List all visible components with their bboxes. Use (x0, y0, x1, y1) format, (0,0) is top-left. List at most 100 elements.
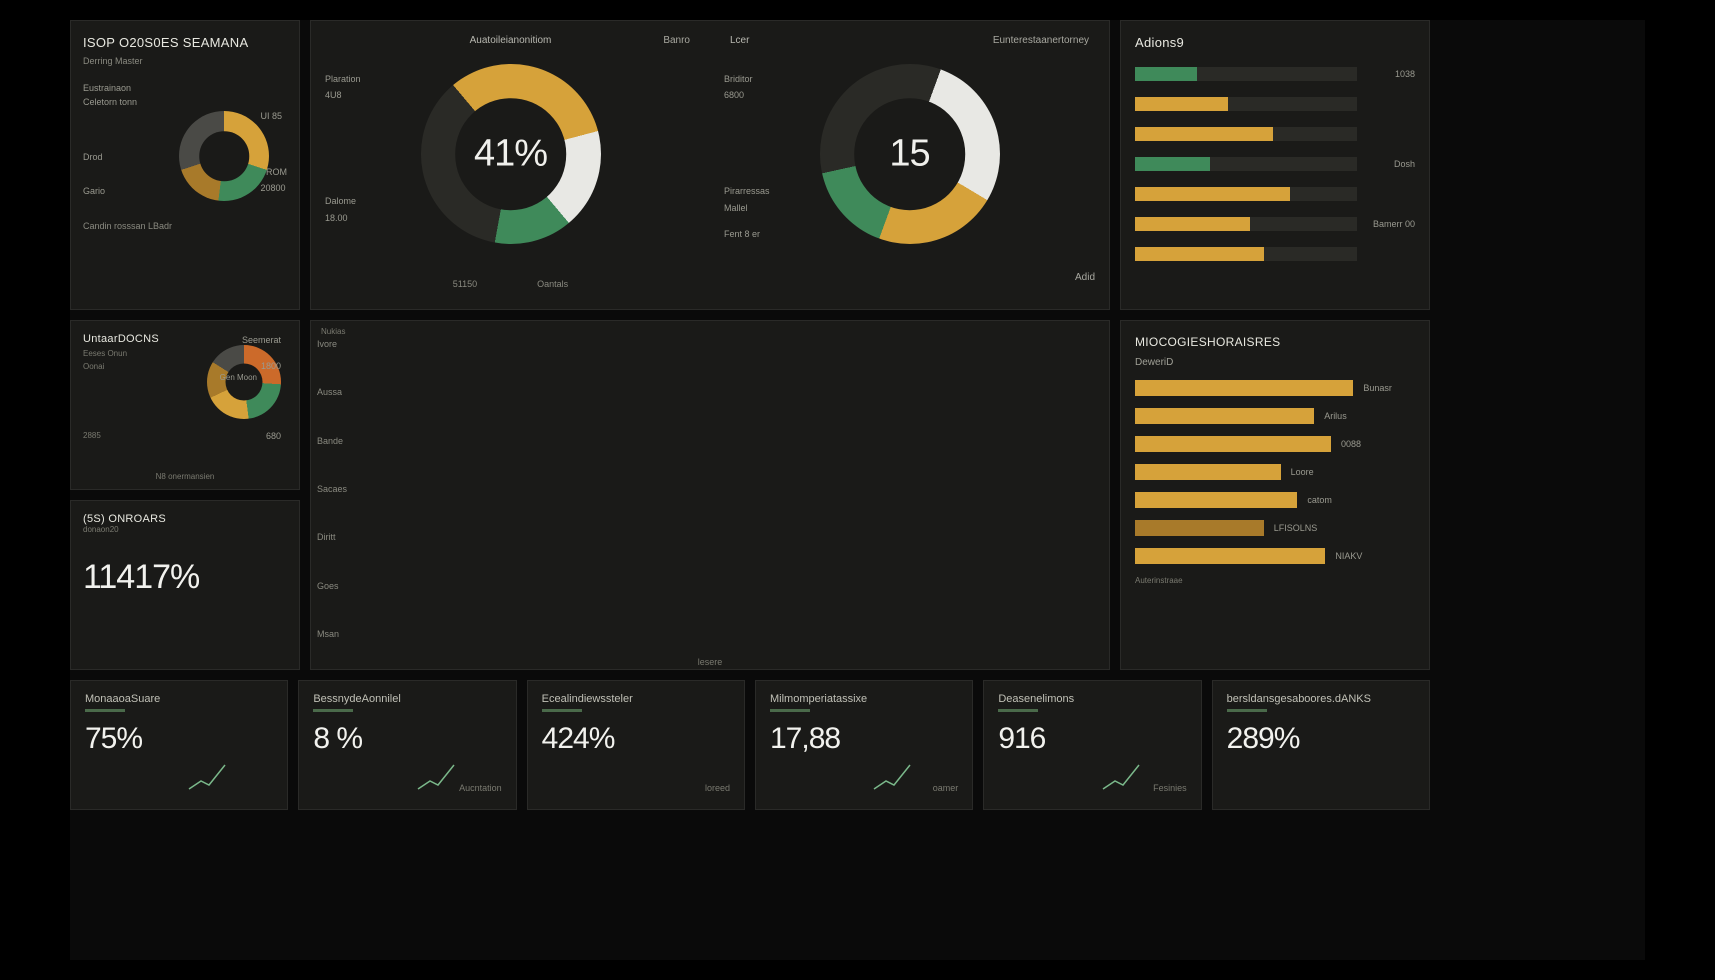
kpi-sub: Fesinies (1153, 783, 1187, 793)
mla-foot: N8 onermansien (156, 472, 215, 481)
mla-r: 680 (266, 431, 281, 441)
mc-y-labels: Ivore Aussa Bande Sacaes Diritt Goes Msan (317, 339, 363, 639)
mla-center: Gen Moon (220, 373, 257, 382)
dcl: Dalome (325, 193, 361, 209)
sparkline-icon (1101, 761, 1141, 791)
h-bar: Arilus (1135, 408, 1415, 424)
kpi-card: bersldansgesaboores.dANKS 289% (1212, 680, 1430, 810)
donut-block-right: Lcer Eunterestaanertorney Briditor 6800 … (710, 31, 1109, 299)
mid-left-a: UntaarDOCNS Eeses Onun Oonai 2885 Gen Mo… (70, 320, 300, 490)
tl-row: Gario (83, 184, 137, 198)
dashboard: ISOP O20S0ES SEAMANA Derring Master Eust… (70, 20, 1645, 960)
dc-title: Auatoileianonitiom (470, 35, 552, 46)
mlb-title: (5S) ONROARS (83, 513, 287, 525)
dc-title2: Eunterestaanertorney (993, 35, 1089, 46)
mla-row: 2885 (83, 431, 287, 440)
kpi-title: MonaaoaSuare (85, 693, 273, 705)
mr-foot: Auterinstraae (1135, 576, 1415, 585)
mr-title: MIOCOGIESHORAISRES (1135, 335, 1415, 349)
mr-sub: DeweriD (1135, 357, 1415, 368)
mlb-value: 11417% (83, 558, 287, 597)
progress-bar (1135, 94, 1415, 114)
dcl: Fent 8 er (724, 226, 770, 242)
tl-row: Celetorn tonn (83, 95, 137, 109)
progress-bar (1135, 124, 1415, 144)
panel-mid-center: Nukias Ivore Aussa Bande Sacaes Diritt Goes Ms… (310, 320, 1110, 670)
mla-r: Seemerat (242, 335, 281, 345)
y-tick: Aussa (317, 387, 363, 397)
mc-x-label: lesere (698, 657, 723, 667)
kpi-sub: loreed (705, 783, 730, 793)
donut-1-value: 41% (474, 133, 547, 176)
kpi-value: 424% (542, 722, 730, 756)
y-tick: Bande (317, 436, 363, 446)
kpi-sub: Aucntation (459, 783, 502, 793)
kpi-accent-bar (313, 709, 353, 712)
tl-row: Eustrainaon (83, 81, 137, 95)
h-bar: Bunasr (1135, 380, 1415, 396)
kpi-title: bersldansgesaboores.dANKS (1227, 693, 1415, 705)
dc-left-labels: Briditor 6800 Pirarressas Mallel Fent 8 … (724, 71, 770, 242)
top-left-legend: Candin rosssan LBadr (83, 221, 172, 231)
kpi-card: MonaaoaSuare 75% (70, 680, 288, 810)
dc-bot: 51150 Oantals (453, 279, 568, 289)
kpi-title: Ecealindiewssteler (542, 693, 730, 705)
dcb: 51150 (453, 279, 477, 289)
dcl: Mallel (724, 200, 770, 216)
h-bar: Loore (1135, 464, 1415, 480)
kpi-accent-bar (998, 709, 1038, 712)
kpi-accent-bar (1227, 709, 1267, 712)
top-left-donut (179, 111, 269, 201)
donut-block-left: Auatoileianonitiom Banro Plaration 4U8 D… (311, 31, 710, 299)
mc-plot (367, 339, 1097, 639)
kpi-value: 8 % (313, 722, 501, 756)
kpi-accent-bar (542, 709, 582, 712)
h-bar: LFISOLNS (1135, 520, 1415, 536)
h-bar: catom (1135, 492, 1415, 508)
kpi-value: 75% (85, 722, 273, 756)
panel-top-right: Adions9 1038DoshBamerr 00 (1120, 20, 1430, 310)
kpi-card: Deasenelimons 916 Fesinies (983, 680, 1201, 810)
dcl: Pirarressas (724, 183, 770, 199)
kpi-value: 289% (1227, 722, 1415, 756)
progress-bar: Bamerr 00 (1135, 214, 1415, 234)
kpi-title: Deasenelimons (998, 693, 1186, 705)
dcl: 6800 (724, 87, 770, 103)
mr-bars: Bunasr Arilus 0088 Loore catom LFISOLNS NIAKV (1135, 380, 1415, 564)
y-tick: Goes (317, 581, 363, 591)
y-tick: Msan (317, 629, 363, 639)
donut-2-value: 15 (889, 133, 929, 176)
h-bar: NIAKV (1135, 548, 1415, 564)
h-bar: 0088 (1135, 436, 1415, 452)
dc-title2: Banro (663, 35, 690, 46)
progress-bar (1135, 184, 1415, 204)
sparkline-icon (872, 761, 912, 791)
mlb-sub: donaon20 (83, 525, 287, 534)
y-tick: Diritt (317, 532, 363, 542)
panel-top-center: Auatoileianonitiom Banro Plaration 4U8 D… (310, 20, 1110, 310)
mc-title: Nukias (321, 327, 345, 336)
dcb: Oantals (537, 279, 568, 289)
mla-r: 1800 (261, 361, 281, 371)
mid-left-b: (5S) ONROARS donaon20 11417% (70, 500, 300, 670)
y-tick: Ivore (317, 339, 363, 349)
kpi-title: Milmomperiatassixe (770, 693, 958, 705)
top-left-sub: Derring Master (83, 56, 287, 66)
top-right-bars: 1038DoshBamerr 00 (1135, 64, 1415, 264)
sparkline-icon (416, 761, 456, 791)
y-tick: Sacaes (317, 484, 363, 494)
progress-bar (1135, 244, 1415, 264)
tl-row: Drod (83, 150, 137, 164)
top-right-title: Adions9 (1135, 35, 1415, 50)
panel-bottom: MonaaoaSuare 75% BessnydeAonnilel 8 % Au… (70, 680, 1430, 810)
sparkline-icon (187, 761, 227, 791)
panel-top-left: ISOP O20S0ES SEAMANA Derring Master Eust… (70, 20, 300, 310)
kpi-sub: oamer (933, 783, 959, 793)
top-left-rows: Eustrainaon Celetorn tonn Drod Gario (83, 81, 137, 199)
kpi-card: BessnydeAonnilel 8 % Aucntation (298, 680, 516, 810)
dcl: 4U8 (325, 87, 361, 103)
kpi-value: 17,88 (770, 722, 958, 756)
kpi-value: 916 (998, 722, 1186, 756)
kpi-card: Ecealindiewssteler 424% loreed (527, 680, 745, 810)
dcl: 18.00 (325, 210, 361, 226)
